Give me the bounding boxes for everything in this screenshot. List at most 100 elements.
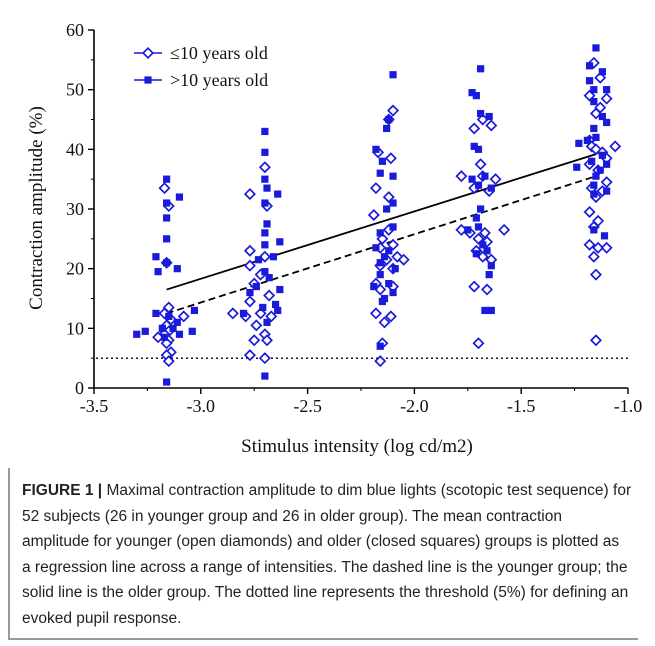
- point-older: [163, 378, 171, 386]
- point-younger: [384, 152, 397, 165]
- point-older: [592, 172, 600, 180]
- point-older: [487, 262, 495, 270]
- point-older: [477, 109, 485, 118]
- y-tick-label: 50: [66, 80, 84, 100]
- point-older: [376, 259, 384, 267]
- point-younger: [374, 355, 387, 368]
- point-older: [487, 184, 495, 192]
- legend-label: >10 years old: [170, 70, 268, 90]
- point-younger: [600, 241, 613, 254]
- point-younger: [265, 310, 278, 323]
- point-older: [389, 71, 397, 79]
- point-older: [603, 187, 611, 195]
- point-younger: [468, 122, 481, 135]
- caption-text: Maximal contraction amplitude to dim blu…: [22, 482, 632, 627]
- point-younger: [369, 307, 382, 320]
- point-younger: [592, 241, 605, 254]
- y-tick-label: 10: [66, 318, 84, 338]
- point-older: [481, 172, 489, 180]
- point-older: [391, 265, 399, 273]
- legend: ≤10 years old >10 years old: [134, 43, 268, 90]
- point-younger: [472, 232, 485, 245]
- point-older: [154, 268, 162, 276]
- point-older: [261, 199, 269, 207]
- point-older: [470, 142, 478, 150]
- point-older: [261, 175, 269, 183]
- point-younger: [481, 235, 494, 248]
- point-younger: [243, 295, 256, 308]
- point-older: [263, 220, 271, 228]
- point-older: [590, 190, 598, 198]
- point-younger: [258, 352, 271, 365]
- point-older: [585, 62, 594, 70]
- point-older: [372, 145, 380, 153]
- x-tick-label: -3.5: [80, 396, 109, 416]
- point-younger: [243, 188, 256, 201]
- x-tick-label: -2.5: [293, 396, 322, 416]
- point-older: [160, 333, 169, 341]
- point-older: [474, 181, 483, 189]
- point-older: [472, 92, 480, 100]
- point-older: [590, 226, 598, 234]
- point-younger: [583, 205, 596, 218]
- point-older: [573, 163, 581, 171]
- point-younger: [589, 268, 602, 281]
- point-younger: [258, 161, 271, 174]
- x-tick-label: -1.0: [614, 396, 643, 416]
- point-younger: [498, 223, 511, 236]
- point-older: [163, 199, 171, 207]
- point-younger: [261, 334, 274, 347]
- y-tick-label: 40: [66, 139, 84, 159]
- point-younger: [474, 158, 487, 171]
- point-younger: [258, 250, 271, 263]
- point-younger: [589, 107, 602, 120]
- point-younger: [600, 176, 613, 189]
- y-tick-label: 20: [66, 259, 84, 279]
- point-older: [389, 199, 397, 207]
- point-older: [276, 238, 284, 246]
- point-younger: [177, 310, 190, 323]
- point-younger: [468, 280, 481, 293]
- point-younger: [243, 259, 256, 272]
- point-older: [380, 253, 389, 261]
- point-older: [259, 303, 267, 312]
- point-younger: [158, 307, 171, 320]
- point-older: [265, 274, 273, 282]
- point-older: [385, 115, 393, 124]
- point-younger: [367, 208, 380, 221]
- point-older: [169, 324, 177, 332]
- point-younger: [583, 238, 596, 251]
- scatter-chart: 0 10 20 30 40 50 60 -3.5 -3.0 -2.5 -2.0 -1.5 -1.0 ≤1…: [26, 20, 643, 457]
- x-tick-label: -1.5: [507, 396, 536, 416]
- point-younger: [162, 355, 175, 368]
- point-older: [376, 229, 384, 237]
- point-older: [261, 268, 269, 276]
- point-older: [389, 288, 397, 297]
- regression-line-older: [166, 153, 597, 291]
- point-younger: [250, 319, 263, 332]
- point-older: [598, 112, 606, 121]
- point-older: [163, 235, 171, 243]
- point-older: [603, 118, 611, 127]
- point-younger: [478, 226, 491, 239]
- point-older: [385, 279, 393, 288]
- point-older: [246, 288, 254, 297]
- legend-diamond-marker: [141, 46, 155, 60]
- point-older: [276, 285, 284, 294]
- point-older: [474, 145, 483, 153]
- point-older: [376, 169, 384, 177]
- x-tick-label: -3.0: [187, 396, 216, 416]
- legend-square-marker: [144, 76, 152, 84]
- y-tick-label: 30: [66, 199, 84, 219]
- point-older: [485, 112, 493, 121]
- point-younger: [243, 349, 256, 362]
- point-older: [590, 181, 598, 189]
- point-younger: [384, 310, 397, 323]
- point-younger: [369, 182, 382, 195]
- point-older: [590, 98, 598, 106]
- point-older: [376, 342, 384, 350]
- point-older: [588, 157, 596, 165]
- point-older: [133, 330, 141, 338]
- point-older: [590, 124, 598, 133]
- point-younger: [600, 92, 613, 105]
